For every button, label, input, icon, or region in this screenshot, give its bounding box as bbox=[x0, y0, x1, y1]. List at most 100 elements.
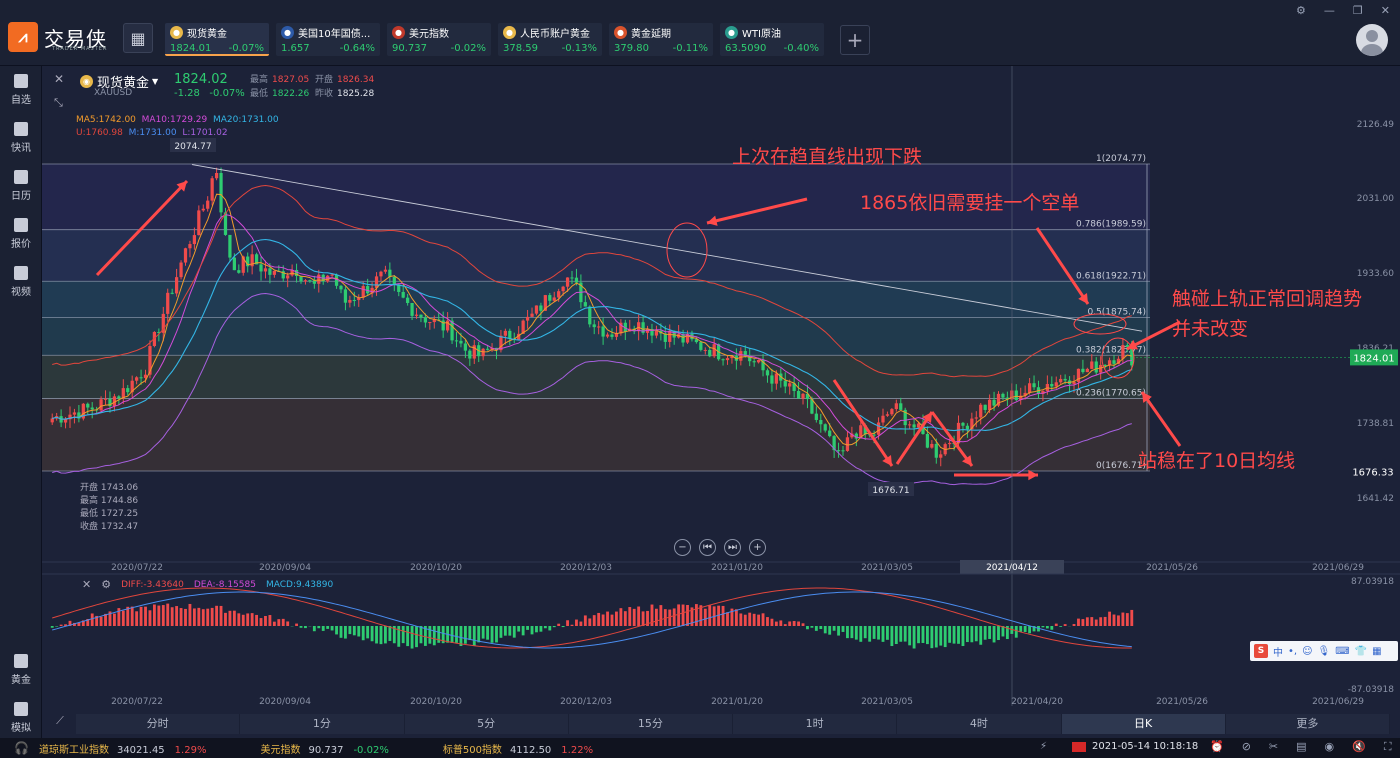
sidebar-item-calendar[interactable]: 日历 bbox=[0, 170, 42, 202]
zoom-out-button[interactable]: − bbox=[674, 539, 691, 556]
headset-icon[interactable]: 🎧 bbox=[14, 741, 29, 755]
punctuation-icon[interactable]: •, bbox=[1288, 645, 1298, 657]
ime-mode[interactable]: 中 bbox=[1273, 647, 1283, 659]
candle-body bbox=[214, 172, 219, 179]
macd-bar bbox=[104, 613, 107, 626]
restore-icon[interactable]: ❐ bbox=[1352, 4, 1363, 17]
quote-tab[interactable]: ● 人民币账户黄金 378.59 -0.13% bbox=[498, 23, 602, 56]
layout-grid-button[interactable]: ▦ bbox=[123, 23, 153, 53]
candle-body bbox=[77, 412, 81, 419]
fullscreen-icon[interactable]: ⛶ bbox=[1383, 740, 1392, 753]
timeframe-tab[interactable]: 更多 bbox=[1226, 714, 1390, 734]
macd-bar bbox=[463, 626, 467, 644]
settings-icon[interactable]: ⚙ bbox=[1296, 4, 1306, 17]
scroll-start-button[interactable]: ⏮ bbox=[699, 539, 716, 556]
macd-bar bbox=[748, 612, 752, 626]
quote-tab[interactable]: ● 现货黄金 1824.01 -0.07% bbox=[165, 23, 269, 56]
alarm-icon[interactable]: ⏰ bbox=[1210, 740, 1224, 753]
candle-body bbox=[1103, 364, 1107, 366]
macd-bar bbox=[423, 626, 427, 646]
macd-bar bbox=[188, 603, 192, 626]
add-tab-button[interactable]: + bbox=[840, 25, 870, 55]
status-quote[interactable]: 标普500指数 4112.50 1.22% bbox=[443, 741, 633, 756]
macd-bar bbox=[841, 626, 845, 632]
sidebar-item-gold-grid[interactable]: 黄金 bbox=[0, 654, 42, 686]
sidebar-item-bookmark[interactable]: 自选 bbox=[0, 74, 42, 106]
candle-body bbox=[485, 348, 490, 350]
chart-tools-icon[interactable]: ⟋ bbox=[56, 714, 64, 727]
timeframe-tab[interactable]: 日K bbox=[1061, 714, 1226, 734]
status-quote[interactable]: 美元指数 90.737 -0.02% bbox=[260, 741, 428, 756]
timeframe-tab[interactable]: 分时 bbox=[76, 714, 241, 734]
candle-body bbox=[121, 388, 125, 399]
tools-icon[interactable]: ✂ bbox=[1268, 740, 1279, 753]
quote-tab-values: 378.59 -0.13% bbox=[503, 43, 597, 54]
macd-bar bbox=[632, 608, 636, 626]
mic-icon[interactable]: 🎙 bbox=[1317, 645, 1331, 657]
close-chart-icon[interactable]: ✕ bbox=[54, 72, 65, 86]
emoji-icon[interactable]: ☺ bbox=[1302, 645, 1313, 657]
indicator-settings-icon[interactable]: ⚙ bbox=[101, 578, 112, 591]
macd-bar bbox=[957, 626, 960, 644]
candle-body bbox=[788, 383, 792, 387]
quote-tab[interactable]: ● 美国10年国债... 1.657 -0.64% bbox=[276, 23, 380, 56]
price-axis-label: 2031.00 bbox=[1357, 194, 1394, 204]
ime-toolbar[interactable]: S 中 •, ☺ 🎙 ⌨ 👕 ▦ bbox=[1250, 641, 1398, 661]
close-icon[interactable]: ✕ bbox=[1380, 4, 1390, 17]
timeframe-tab[interactable]: 1时 bbox=[733, 714, 898, 734]
candle-body bbox=[1063, 378, 1067, 381]
sidebar-item-play[interactable]: 视频 bbox=[0, 266, 42, 298]
macd-bar bbox=[886, 626, 889, 640]
skin-icon[interactable]: 👕 bbox=[1354, 645, 1368, 657]
macd-bar bbox=[517, 626, 521, 632]
timeframe-tab[interactable]: 4时 bbox=[897, 714, 1062, 734]
ime-grid-icon[interactable]: ▦ bbox=[1372, 645, 1382, 657]
close-indicator-icon[interactable]: ✕ bbox=[82, 578, 92, 591]
macd-bar bbox=[979, 626, 983, 645]
candle-body bbox=[965, 425, 970, 430]
quote-tab[interactable]: ● 美元指数 90.737 -0.02% bbox=[387, 23, 491, 56]
macd-bar bbox=[406, 626, 410, 647]
quote-tab[interactable]: ● 黄金延期 379.80 -0.11% bbox=[609, 23, 713, 56]
candle-body bbox=[454, 340, 459, 342]
quote-tab-change: -0.07% bbox=[228, 43, 264, 54]
symbol-selector[interactable]: ◉ 现货黄金 ▼ bbox=[80, 72, 158, 91]
sidebar-item-simulate[interactable]: 模拟 bbox=[0, 702, 42, 734]
keyboard-icon[interactable]: ⌨ bbox=[1335, 645, 1350, 657]
sidebar-item-trend[interactable]: 报价 bbox=[0, 218, 42, 250]
timeframe-tab[interactable]: 5分 bbox=[405, 714, 569, 734]
macd-bar bbox=[983, 626, 987, 640]
oil-drop-icon: ● bbox=[725, 26, 738, 39]
minimize-icon[interactable]: — bbox=[1323, 4, 1335, 17]
candle-body bbox=[570, 277, 574, 279]
macd-bar bbox=[144, 606, 147, 626]
layout-icon[interactable]: ▤ bbox=[1296, 740, 1307, 753]
status-quote[interactable]: 道琼斯工业指数 34021.45 1.29% bbox=[39, 741, 247, 756]
macd-bar bbox=[1099, 617, 1103, 626]
quote-tab[interactable]: ● WTI原油 63.5090 -0.40% bbox=[720, 23, 824, 56]
sidebar-item-news[interactable]: 快讯 bbox=[0, 122, 42, 154]
candle-body bbox=[308, 280, 312, 282]
candle-body bbox=[126, 388, 130, 393]
zoom-in-button[interactable]: + bbox=[749, 539, 766, 556]
timeframe-tab[interactable]: 1分 bbox=[240, 714, 405, 734]
candle-body bbox=[72, 412, 77, 415]
timeframe-tab[interactable]: 15分 bbox=[569, 714, 733, 734]
mute-icon[interactable]: 🔇 bbox=[1352, 740, 1366, 753]
scroll-end-button[interactable]: ⏭ bbox=[724, 539, 741, 556]
macd-bar bbox=[1121, 612, 1125, 626]
candle-body bbox=[525, 316, 530, 321]
crosshair-tool-icon[interactable]: ⤡ bbox=[54, 96, 63, 109]
date-axis-label: 2021/06/29 bbox=[1312, 563, 1364, 573]
candle-body bbox=[179, 262, 183, 278]
candle-body bbox=[312, 280, 316, 284]
price-axis-label: 1738.81 bbox=[1357, 419, 1394, 429]
camera-icon[interactable]: ◉ bbox=[1324, 740, 1335, 753]
candle-body bbox=[894, 403, 898, 410]
quote-tab-title: ● 美元指数 bbox=[392, 25, 486, 40]
no-signal-icon[interactable]: ⊘ bbox=[1241, 740, 1251, 753]
avatar[interactable] bbox=[1356, 24, 1388, 56]
candle-body bbox=[921, 423, 925, 434]
plus-icon: + bbox=[846, 28, 864, 52]
price-chart[interactable]: 1(2074.77) 0.786(1989.59) 0.618(1922.71) 0.… bbox=[42, 66, 1400, 738]
